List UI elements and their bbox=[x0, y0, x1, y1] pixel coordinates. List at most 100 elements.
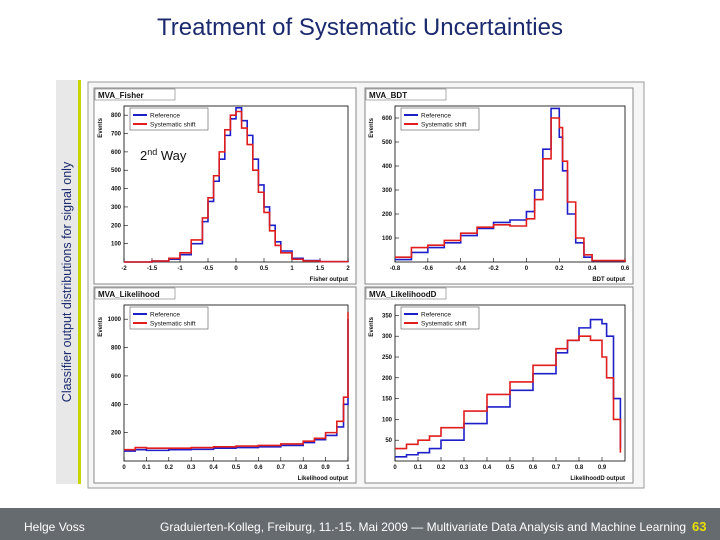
y-tick-label: 250 bbox=[382, 355, 393, 361]
x-tick-label: 0.6 bbox=[621, 266, 630, 272]
plot-area bbox=[123, 105, 349, 263]
y-tick-label: 300 bbox=[111, 205, 122, 211]
x-tick-label: 0.9 bbox=[598, 465, 607, 471]
footer-bar bbox=[0, 508, 720, 540]
series-line-systematic-shift bbox=[395, 117, 626, 262]
y-tick-label: 800 bbox=[111, 346, 122, 352]
x-axis-label: BDT output bbox=[592, 277, 625, 283]
y-tick-label: 350 bbox=[382, 313, 393, 319]
y-tick-label: 700 bbox=[111, 132, 122, 138]
legend-box bbox=[129, 107, 209, 131]
y-tick-label: 100 bbox=[111, 242, 122, 248]
legend-label: Systematic shift bbox=[421, 122, 467, 129]
x-tick-label: 0.7 bbox=[552, 465, 561, 471]
chart-panel-0: MVA_Fisher Events Fisher output 100 200 300 40… bbox=[93, 87, 357, 285]
legend-label: Reference bbox=[421, 113, 451, 120]
y-tick-label: 300 bbox=[382, 334, 393, 340]
y-tick-label: 100 bbox=[382, 417, 393, 423]
x-tick-label: 0.4 bbox=[209, 465, 218, 471]
y-tick-label: 150 bbox=[382, 397, 393, 403]
panel-title-box bbox=[94, 88, 176, 101]
panel-title-box bbox=[94, 287, 176, 300]
footer-event: Graduierten-Kolleg, Freiburg, 11.-15. Ma… bbox=[160, 520, 687, 534]
y-tick-label: 200 bbox=[111, 223, 122, 229]
plot-area bbox=[123, 304, 349, 462]
legend-label: Systematic shift bbox=[150, 321, 196, 328]
y-axis-label: Events bbox=[98, 316, 104, 336]
y-tick-label: 400 bbox=[111, 187, 122, 193]
legend-label: Reference bbox=[150, 113, 180, 120]
panel-title: MVA_Fisher bbox=[98, 91, 144, 100]
x-tick-label: 1 bbox=[290, 266, 294, 272]
panel-title: MVA_Likelihood bbox=[98, 290, 160, 299]
x-tick-label: 2 bbox=[346, 266, 350, 272]
x-tick-label: -0.6 bbox=[423, 266, 434, 272]
slide-title: Treatment of Systematic Uncertainties bbox=[157, 14, 563, 41]
x-tick-label: 0.2 bbox=[165, 465, 174, 471]
chart-panel-1: MVA_BDT Events BDT output 100 200 300 400 500 60… bbox=[364, 87, 634, 285]
legend-box bbox=[400, 306, 480, 330]
x-tick-label: 1.5 bbox=[316, 266, 325, 272]
legend-box bbox=[129, 306, 209, 330]
x-tick-label: -0.5 bbox=[203, 266, 214, 272]
x-tick-label: -0.2 bbox=[488, 266, 499, 272]
x-tick-label: 0 bbox=[525, 266, 529, 272]
legend-label: Reference bbox=[421, 312, 451, 319]
x-axis-label: LikelihoodD output bbox=[570, 476, 625, 482]
x-tick-label: 0.8 bbox=[575, 465, 584, 471]
y-tick-label: 400 bbox=[382, 164, 393, 170]
x-tick-label: 0.5 bbox=[506, 465, 515, 471]
y-tick-label: 400 bbox=[111, 402, 122, 408]
y-tick-label: 500 bbox=[382, 140, 393, 146]
page-number: 63 bbox=[692, 519, 707, 534]
y-tick-label: 1000 bbox=[108, 317, 122, 323]
panel-title-box bbox=[365, 287, 447, 300]
x-tick-label: 0.6 bbox=[254, 465, 263, 471]
chart-panel-3: MVA_LikelihoodD Events LikelihoodD output 5… bbox=[364, 286, 634, 484]
y-tick-label: 300 bbox=[382, 188, 393, 194]
x-tick-label: 0.8 bbox=[299, 465, 308, 471]
y-tick-label: 50 bbox=[385, 438, 392, 444]
x-tick-label: 0.5 bbox=[232, 465, 241, 471]
y-tick-label: 800 bbox=[111, 113, 122, 119]
x-tick-label: -2 bbox=[121, 266, 127, 272]
y-tick-label: 500 bbox=[111, 168, 122, 174]
x-tick-label: 0.9 bbox=[321, 465, 330, 471]
x-tick-label: -1 bbox=[177, 266, 183, 272]
x-tick-label: 0.1 bbox=[414, 465, 423, 471]
y-tick-label: 200 bbox=[382, 376, 393, 382]
panel-title-box bbox=[365, 88, 447, 101]
legend-label: Systematic shift bbox=[150, 122, 196, 129]
y-axis-label: Events bbox=[369, 316, 375, 336]
y-tick-label: 600 bbox=[111, 150, 122, 156]
y-tick-label: 200 bbox=[111, 431, 122, 437]
x-tick-label: 0.5 bbox=[260, 266, 269, 272]
plot-area bbox=[394, 105, 626, 263]
x-tick-label: 0.3 bbox=[460, 465, 469, 471]
x-tick-label: 0.2 bbox=[437, 465, 446, 471]
legend-label: Reference bbox=[150, 312, 180, 319]
x-tick-label: 0.4 bbox=[588, 266, 597, 272]
panel-title: MVA_BDT bbox=[369, 91, 407, 100]
x-tick-label: -1.5 bbox=[147, 266, 158, 272]
x-tick-label: 0.1 bbox=[142, 465, 151, 471]
chart-panel-2: MVA_Likelihood Events Likelihood output 200… bbox=[93, 286, 357, 484]
legend-label: Systematic shift bbox=[421, 321, 467, 328]
panel-title: MVA_LikelihoodD bbox=[369, 290, 437, 299]
series-line-systematic-shift bbox=[395, 335, 622, 453]
x-tick-label: 0.4 bbox=[483, 465, 492, 471]
x-tick-label: -0.8 bbox=[390, 266, 401, 272]
series-line-systematic-shift bbox=[124, 312, 349, 451]
x-tick-label: -0.4 bbox=[456, 266, 467, 272]
x-tick-label: 0.7 bbox=[277, 465, 286, 471]
x-tick-label: 0.2 bbox=[555, 266, 564, 272]
y-axis-label: Events bbox=[98, 117, 104, 137]
y-tick-label: 100 bbox=[382, 236, 393, 242]
x-axis-label: Likelihood output bbox=[298, 476, 348, 482]
x-tick-label: 0 bbox=[393, 465, 397, 471]
y-tick-label: 200 bbox=[382, 212, 393, 218]
legend-box bbox=[400, 107, 480, 131]
x-tick-label: 1 bbox=[346, 465, 350, 471]
